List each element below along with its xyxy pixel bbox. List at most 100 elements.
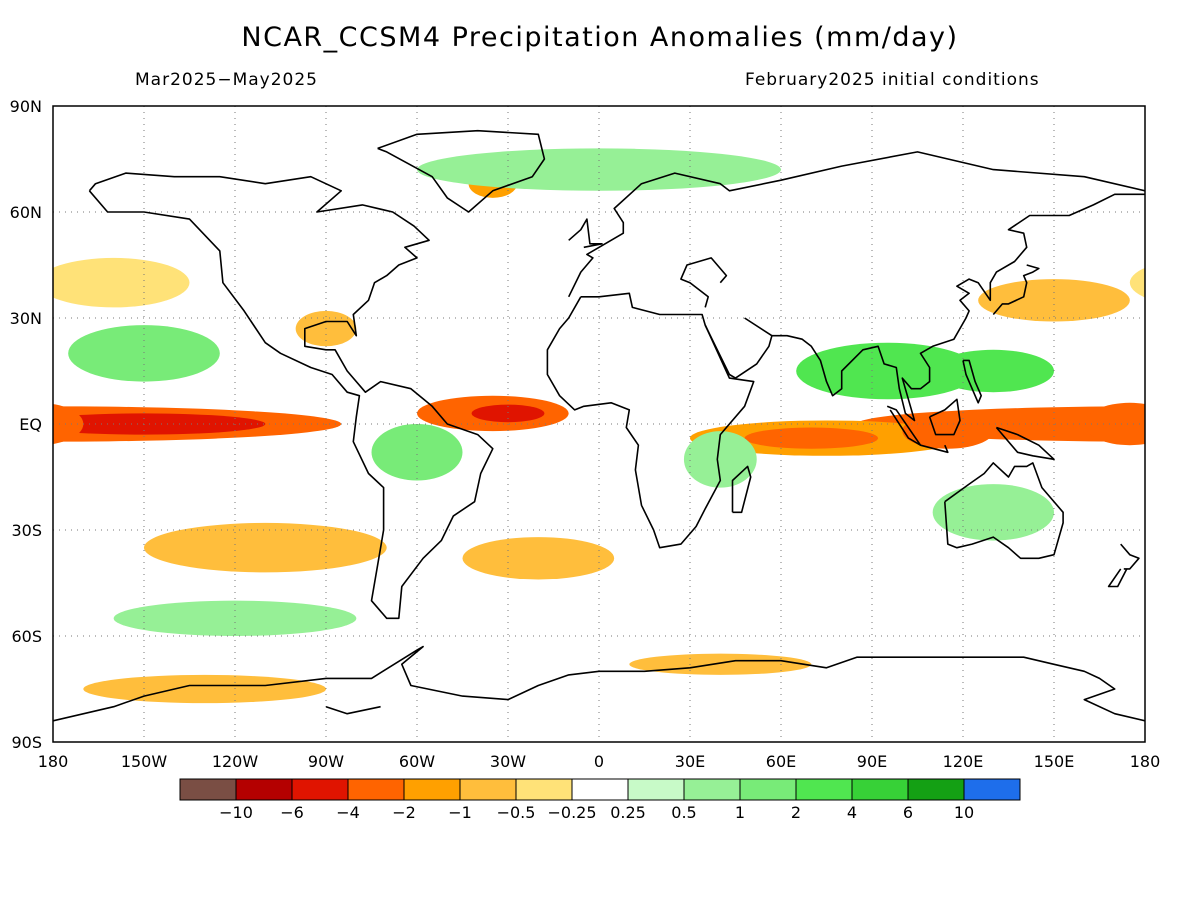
colorbar-label: 10 <box>954 803 974 822</box>
colorbar-swatch <box>739 778 797 801</box>
longitude-label: 30E <box>675 752 705 771</box>
anomaly-region <box>932 349 1054 393</box>
colorbar-labels: −10 −6 −4 −2 −1 −0.5 −0.25 0.25 0.5 1 2 4 6 10 <box>219 803 974 822</box>
coastline <box>546 292 755 549</box>
longitude-label: 150W <box>121 752 168 771</box>
longitude-label: 60W <box>399 752 435 771</box>
coastline <box>680 257 728 308</box>
coastline <box>771 193 1145 422</box>
colorbar-swatch <box>403 778 461 801</box>
longitude-label: 180 <box>38 752 69 771</box>
longitude-label: 60E <box>766 752 796 771</box>
anomaly-region <box>1129 267 1145 298</box>
colorbar-swatch <box>571 778 629 801</box>
longitude-label: 150E <box>1034 752 1075 771</box>
latitude-label: EQ <box>19 415 42 434</box>
colorbar-swatch <box>347 778 405 801</box>
anomaly-region <box>68 325 220 382</box>
anomaly-region <box>417 148 781 191</box>
colorbar-label: −4 <box>336 803 360 822</box>
anomaly-region <box>144 522 387 573</box>
anomaly-region <box>53 413 266 435</box>
forecast-period: Mar2025−May2025 <box>135 70 318 90</box>
longitude-label: 120W <box>212 752 259 771</box>
latitude-labels: 90N 60N 30N EQ 30S 60S 90S <box>10 97 42 752</box>
anomaly-region <box>629 653 812 675</box>
anomaly-region <box>113 600 357 636</box>
colorbar-swatch <box>851 778 909 801</box>
anomaly-region <box>683 431 757 488</box>
coastline <box>88 172 494 620</box>
colorbar-label: −6 <box>280 803 304 822</box>
anomaly-region <box>978 279 1130 322</box>
latitude-label: 60N <box>10 203 42 222</box>
coastline <box>377 129 546 213</box>
longitude-label: 30W <box>490 752 526 771</box>
anomaly-region <box>53 404 84 444</box>
latitude-label: 90S <box>11 733 42 752</box>
latitude-label: 90N <box>10 97 42 116</box>
map-frame <box>52 105 1146 743</box>
colorbar-label: −2 <box>392 803 416 822</box>
coastline <box>1107 568 1128 588</box>
initial-conditions: February2025 initial conditions <box>745 70 1040 90</box>
anomaly-field <box>53 148 1145 704</box>
coastline <box>995 426 1055 461</box>
colorbar-swatch <box>179 778 237 801</box>
longitude-label: 90E <box>857 752 887 771</box>
colorbar-swatch <box>627 778 685 801</box>
longitude-label: 0 <box>594 752 604 771</box>
colorbar-label: 2 <box>791 803 801 822</box>
colorbar-label: 6 <box>903 803 913 822</box>
colorbar-swatch <box>795 778 853 801</box>
colorbar-label: 0.25 <box>610 803 646 822</box>
anomaly-region <box>932 484 1054 541</box>
coastline <box>944 462 1064 560</box>
coastlines <box>53 129 1145 722</box>
coastline <box>325 705 381 715</box>
coastline <box>567 151 1145 298</box>
anomaly-region <box>471 404 545 423</box>
anomaly-region <box>902 413 994 449</box>
colorbar-swatch <box>963 778 1021 801</box>
colorbar-label: 0.5 <box>671 803 696 822</box>
coastline <box>962 359 982 404</box>
latitude-label: 60S <box>11 627 42 646</box>
colorbar <box>179 778 1021 801</box>
longitude-label: 90W <box>308 752 344 771</box>
anomaly-region <box>371 424 463 481</box>
coastline <box>53 645 1145 722</box>
colorbar-swatch <box>459 778 517 801</box>
colorbar-label: −10 <box>219 803 253 822</box>
anomaly-region <box>1084 402 1145 446</box>
colorbar-label: −0.25 <box>547 803 596 822</box>
colorbar-swatch <box>907 778 965 801</box>
longitude-label: 180 <box>1130 752 1161 771</box>
colorbar-label: −1 <box>448 803 472 822</box>
latitude-label: 30N <box>10 309 42 328</box>
colorbar-swatch <box>515 778 573 801</box>
colorbar-swatch <box>235 778 293 801</box>
longitude-labels: 180 150W 120W 90W 60W 30W 0 30E 60E 90E 120E 150E 18… <box>38 752 1161 771</box>
coastline <box>731 465 752 514</box>
colorbar-swatch <box>291 778 349 801</box>
grid-lines <box>53 106 1145 742</box>
map-title: NCAR_CCSM4 Precipitation Anomalies (mm/d… <box>241 22 959 53</box>
longitude-label: 120E <box>943 752 984 771</box>
anomaly-region <box>83 674 326 704</box>
coastline <box>920 444 949 454</box>
coastline <box>928 398 961 436</box>
anomaly-region <box>744 427 879 449</box>
coastline <box>568 218 603 249</box>
colorbar-label: 1 <box>735 803 745 822</box>
colorbar-label: 4 <box>847 803 857 822</box>
coastline <box>1120 543 1140 570</box>
colorbar-label: −0.5 <box>497 803 536 822</box>
colorbar-swatch <box>683 778 741 801</box>
coastline <box>992 264 1040 316</box>
anomaly-region <box>462 537 615 580</box>
coastline <box>704 317 773 379</box>
latitude-label: 30S <box>11 521 42 540</box>
anomaly-region <box>53 257 190 308</box>
